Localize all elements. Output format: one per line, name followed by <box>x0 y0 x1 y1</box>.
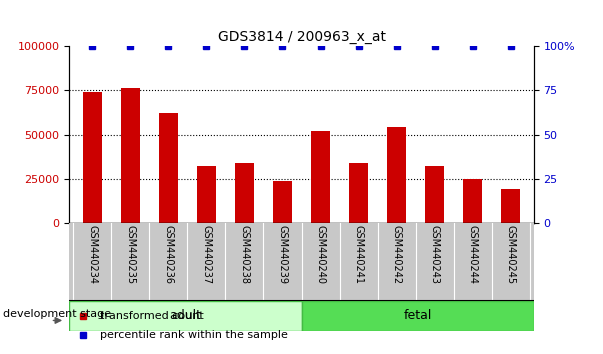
Title: GDS3814 / 200963_x_at: GDS3814 / 200963_x_at <box>218 30 385 44</box>
Bar <box>121 88 140 223</box>
Text: GSM440239: GSM440239 <box>277 225 288 284</box>
Text: percentile rank within the sample: percentile rank within the sample <box>99 330 288 340</box>
Bar <box>463 179 482 223</box>
Bar <box>302 301 534 331</box>
Bar <box>159 113 178 223</box>
Bar <box>501 189 520 223</box>
Text: GSM440234: GSM440234 <box>87 225 97 284</box>
Bar <box>197 166 216 223</box>
Text: GSM440235: GSM440235 <box>125 225 135 285</box>
Bar <box>425 166 444 223</box>
Bar <box>273 181 292 223</box>
Text: development stage: development stage <box>3 309 111 319</box>
Bar <box>69 301 302 331</box>
Text: transformed count: transformed count <box>99 311 203 321</box>
Text: GSM440241: GSM440241 <box>353 225 364 284</box>
Bar <box>235 163 254 223</box>
Bar <box>349 163 368 223</box>
Text: GSM440245: GSM440245 <box>506 225 516 285</box>
Text: GSM440243: GSM440243 <box>430 225 440 284</box>
Bar <box>83 92 102 223</box>
Text: GSM440237: GSM440237 <box>201 225 212 285</box>
Bar <box>387 127 406 223</box>
Text: GSM440244: GSM440244 <box>468 225 478 284</box>
Text: GSM440240: GSM440240 <box>315 225 326 284</box>
Text: GSM440236: GSM440236 <box>163 225 173 284</box>
Text: adult: adult <box>169 309 201 322</box>
Text: GSM440238: GSM440238 <box>239 225 250 284</box>
Bar <box>311 131 330 223</box>
Text: GSM440242: GSM440242 <box>391 225 402 285</box>
Text: fetal: fetal <box>403 309 432 322</box>
